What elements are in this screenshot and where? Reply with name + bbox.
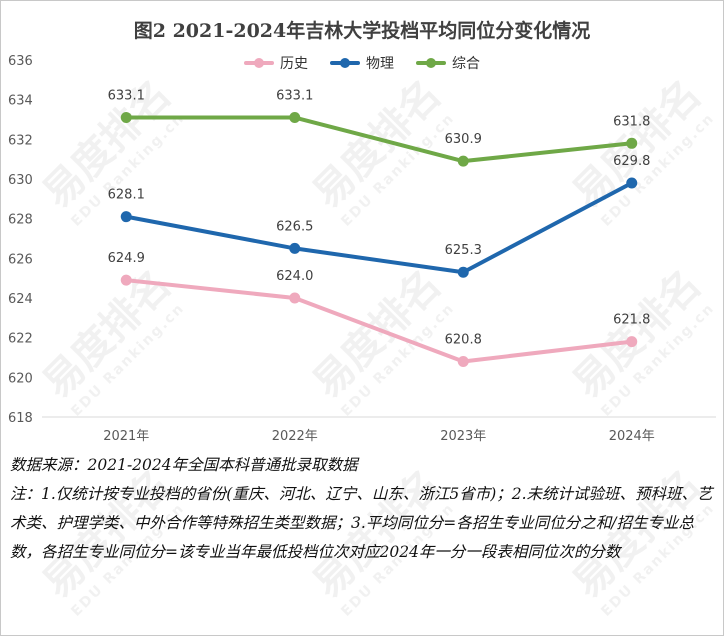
data-label: 621.8 xyxy=(613,313,650,328)
legend-swatch-history xyxy=(244,58,274,68)
series-line xyxy=(124,180,634,275)
legend-label-physics: 物理 xyxy=(366,56,394,72)
y-tick-label: 630 xyxy=(8,173,33,188)
data-label: 628.1 xyxy=(108,188,145,203)
x-tick-label: 2022年 xyxy=(272,429,318,444)
data-point xyxy=(626,336,638,348)
y-tick-label: 636 xyxy=(8,54,33,69)
data-point xyxy=(457,155,469,167)
y-tick-label: 634 xyxy=(8,94,33,109)
data-label: 626.5 xyxy=(276,219,313,234)
y-tick-label: 624 xyxy=(8,292,33,307)
line-chart: 618 620 622 624 626 628 630 632 634 636 2021年 2022年… xyxy=(8,54,716,444)
y-tick-label: 620 xyxy=(8,371,33,386)
data-label: 629.8 xyxy=(613,154,650,169)
data-point xyxy=(457,355,469,367)
y-tick-label: 628 xyxy=(8,213,33,228)
data-label: 633.1 xyxy=(108,89,145,104)
data-source-note: 数据来源：2021-2024年全国本科普通批录取数据 xyxy=(10,456,358,474)
data-label: 631.8 xyxy=(613,114,650,129)
data-point xyxy=(120,112,132,124)
x-tick-label: 2023年 xyxy=(440,429,486,444)
data-label: 620.8 xyxy=(445,332,482,347)
chart-notes: 数据来源：2021-2024年全国本科普通批录取数据 注：1.仅统计按专业投档的… xyxy=(10,451,716,567)
methodology-note: 注：1.仅统计按专业投档的省份(重庆、河北、辽宁、山东、浙江5省市)；2.未统计… xyxy=(10,485,713,561)
y-tick-label: 626 xyxy=(8,252,33,267)
y-tick-label: 632 xyxy=(8,133,33,148)
data-point xyxy=(289,112,301,124)
data-point xyxy=(289,242,301,254)
data-point xyxy=(120,211,132,223)
data-label: 633.1 xyxy=(276,89,313,104)
legend-item-comprehensive: 综合 xyxy=(416,53,480,73)
y-tick-label: 618 xyxy=(8,411,33,426)
legend-item-history: 历史 xyxy=(244,53,308,73)
legend-swatch-physics xyxy=(330,58,360,68)
series-line xyxy=(124,115,634,164)
legend-item-physics: 物理 xyxy=(330,53,394,73)
legend-label-comprehensive: 综合 xyxy=(452,56,480,72)
data-point xyxy=(289,292,301,304)
x-tick-label: 2024年 xyxy=(609,429,655,444)
legend-label-history: 历史 xyxy=(280,56,308,72)
x-tick-label: 2021年 xyxy=(103,429,149,444)
y-tick-label: 622 xyxy=(8,332,33,347)
data-label: 624.9 xyxy=(108,251,145,266)
data-point xyxy=(626,177,638,189)
chart-title: 图2 2021-2024年吉林大学投档平均同位分变化情况 xyxy=(133,20,591,42)
legend-swatch-comprehensive xyxy=(416,58,446,68)
chart-legend: 历史 物理 综合 xyxy=(0,53,724,73)
data-label: 625.3 xyxy=(445,243,482,258)
data-label: 630.9 xyxy=(445,132,482,147)
data-point xyxy=(120,274,132,286)
series-line xyxy=(124,278,634,364)
data-point xyxy=(457,266,469,278)
data-point xyxy=(626,137,638,149)
data-label: 624.0 xyxy=(276,269,313,284)
